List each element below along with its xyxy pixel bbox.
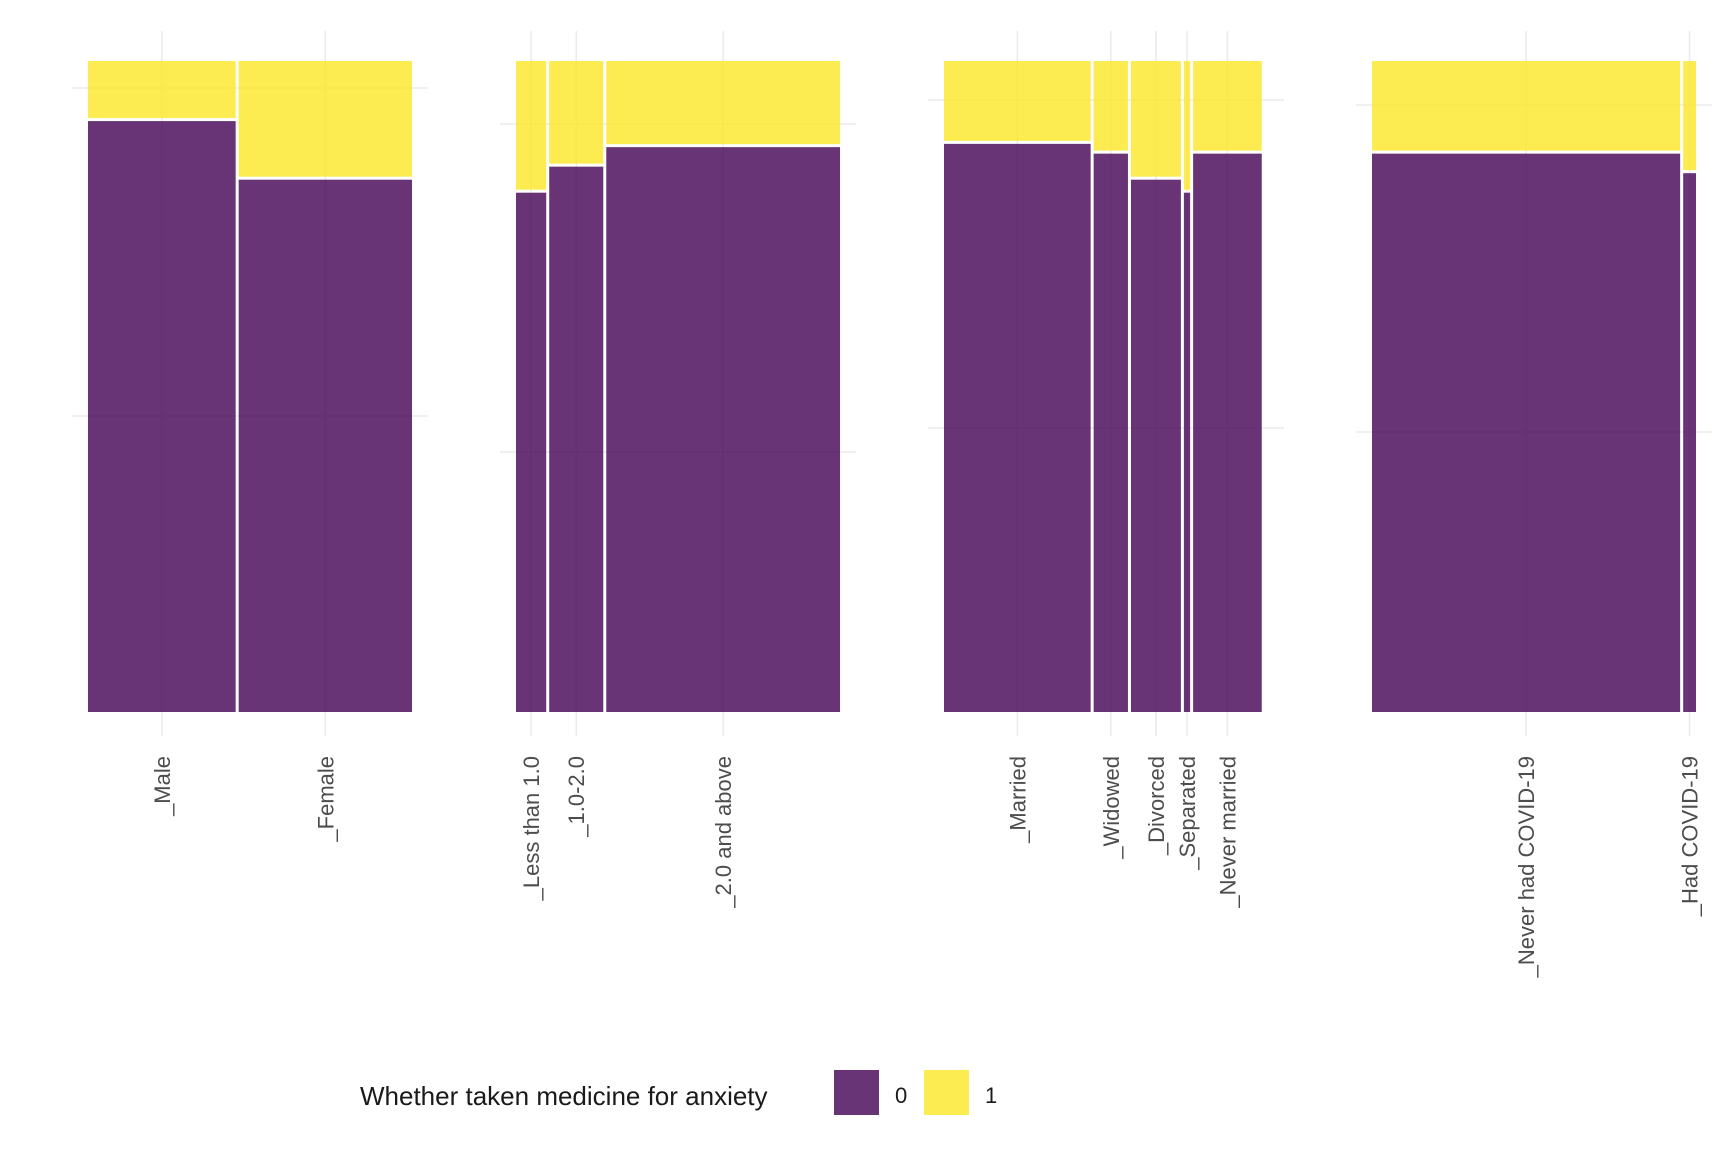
mosaic-tile-1 — [238, 61, 412, 177]
mosaic-tile-0 — [1130, 179, 1181, 712]
tick-label: _Less than 1.0 — [519, 756, 544, 901]
legend-key-label: 1 — [985, 1083, 997, 1108]
tick-label: _Never had COVID-19 — [1514, 756, 1539, 978]
tick-label: _2.0 and above — [711, 756, 736, 909]
panel-2: _Less than 1.0 _1.0-2.0 _2.0 and above — [500, 31, 856, 909]
panels-layer: _Male _Female _Less than 1.0 _1.0-2.0 _2.0 a… — [72, 31, 1712, 978]
mosaic-tile-1 — [88, 61, 236, 119]
tick-label: _Never married — [1215, 756, 1240, 909]
legend-key-label: 0 — [895, 1083, 907, 1108]
mosaic-tile-0 — [1372, 153, 1681, 712]
tick-label: _Had COVID-19 — [1678, 756, 1703, 917]
mosaic-tile-0 — [549, 166, 604, 712]
legend-key-swatch — [924, 1070, 969, 1115]
mosaic-tile-0 — [1683, 173, 1696, 713]
mosaic-tile-1 — [944, 61, 1091, 141]
mosaic-tile-0 — [1193, 153, 1262, 712]
mosaic-tile-1 — [1130, 61, 1181, 177]
mosaic-tile-0 — [516, 192, 547, 712]
mosaic-tile-1 — [606, 61, 840, 145]
tick-label: _1.0-2.0 — [564, 756, 589, 838]
tick-label: _Female — [313, 756, 338, 843]
mosaic-tile-0 — [944, 143, 1091, 712]
panel-1: _Male _Female — [72, 31, 428, 843]
tick-label: _Widowed — [1099, 756, 1124, 860]
legend: Whether taken medicine for anxiety 0 1 — [360, 1070, 997, 1115]
tick-label: _Male — [150, 756, 175, 817]
panel-4: _Never had COVID-19 _Had COVID-19 — [1356, 31, 1712, 978]
legend-key-swatch — [834, 1070, 879, 1115]
panel-3: _Married _Widowed _Divorced _Separated _Neve… — [928, 31, 1284, 909]
tick-label: _Married — [1005, 756, 1030, 844]
mosaic-tile-1 — [516, 61, 547, 190]
mosaic-tile-0 — [238, 179, 412, 712]
mosaic-tile-1 — [1093, 61, 1128, 151]
mosaic-tile-1 — [1372, 61, 1681, 151]
mosaic-tile-0 — [1093, 153, 1128, 712]
mosaic-tile-1 — [1183, 61, 1191, 190]
mosaic-tile-0 — [1183, 192, 1191, 712]
mosaic-tile-0 — [88, 121, 236, 713]
legend-title: Whether taken medicine for anxiety — [360, 1081, 768, 1111]
tick-label: _Divorced — [1144, 756, 1169, 856]
mosaic-tile-0 — [606, 147, 840, 712]
mosaic-tile-1 — [549, 61, 604, 164]
mosaic-tile-1 — [1193, 61, 1262, 151]
mosaic-tile-1 — [1683, 61, 1696, 171]
tick-label: _Separated — [1175, 756, 1200, 871]
